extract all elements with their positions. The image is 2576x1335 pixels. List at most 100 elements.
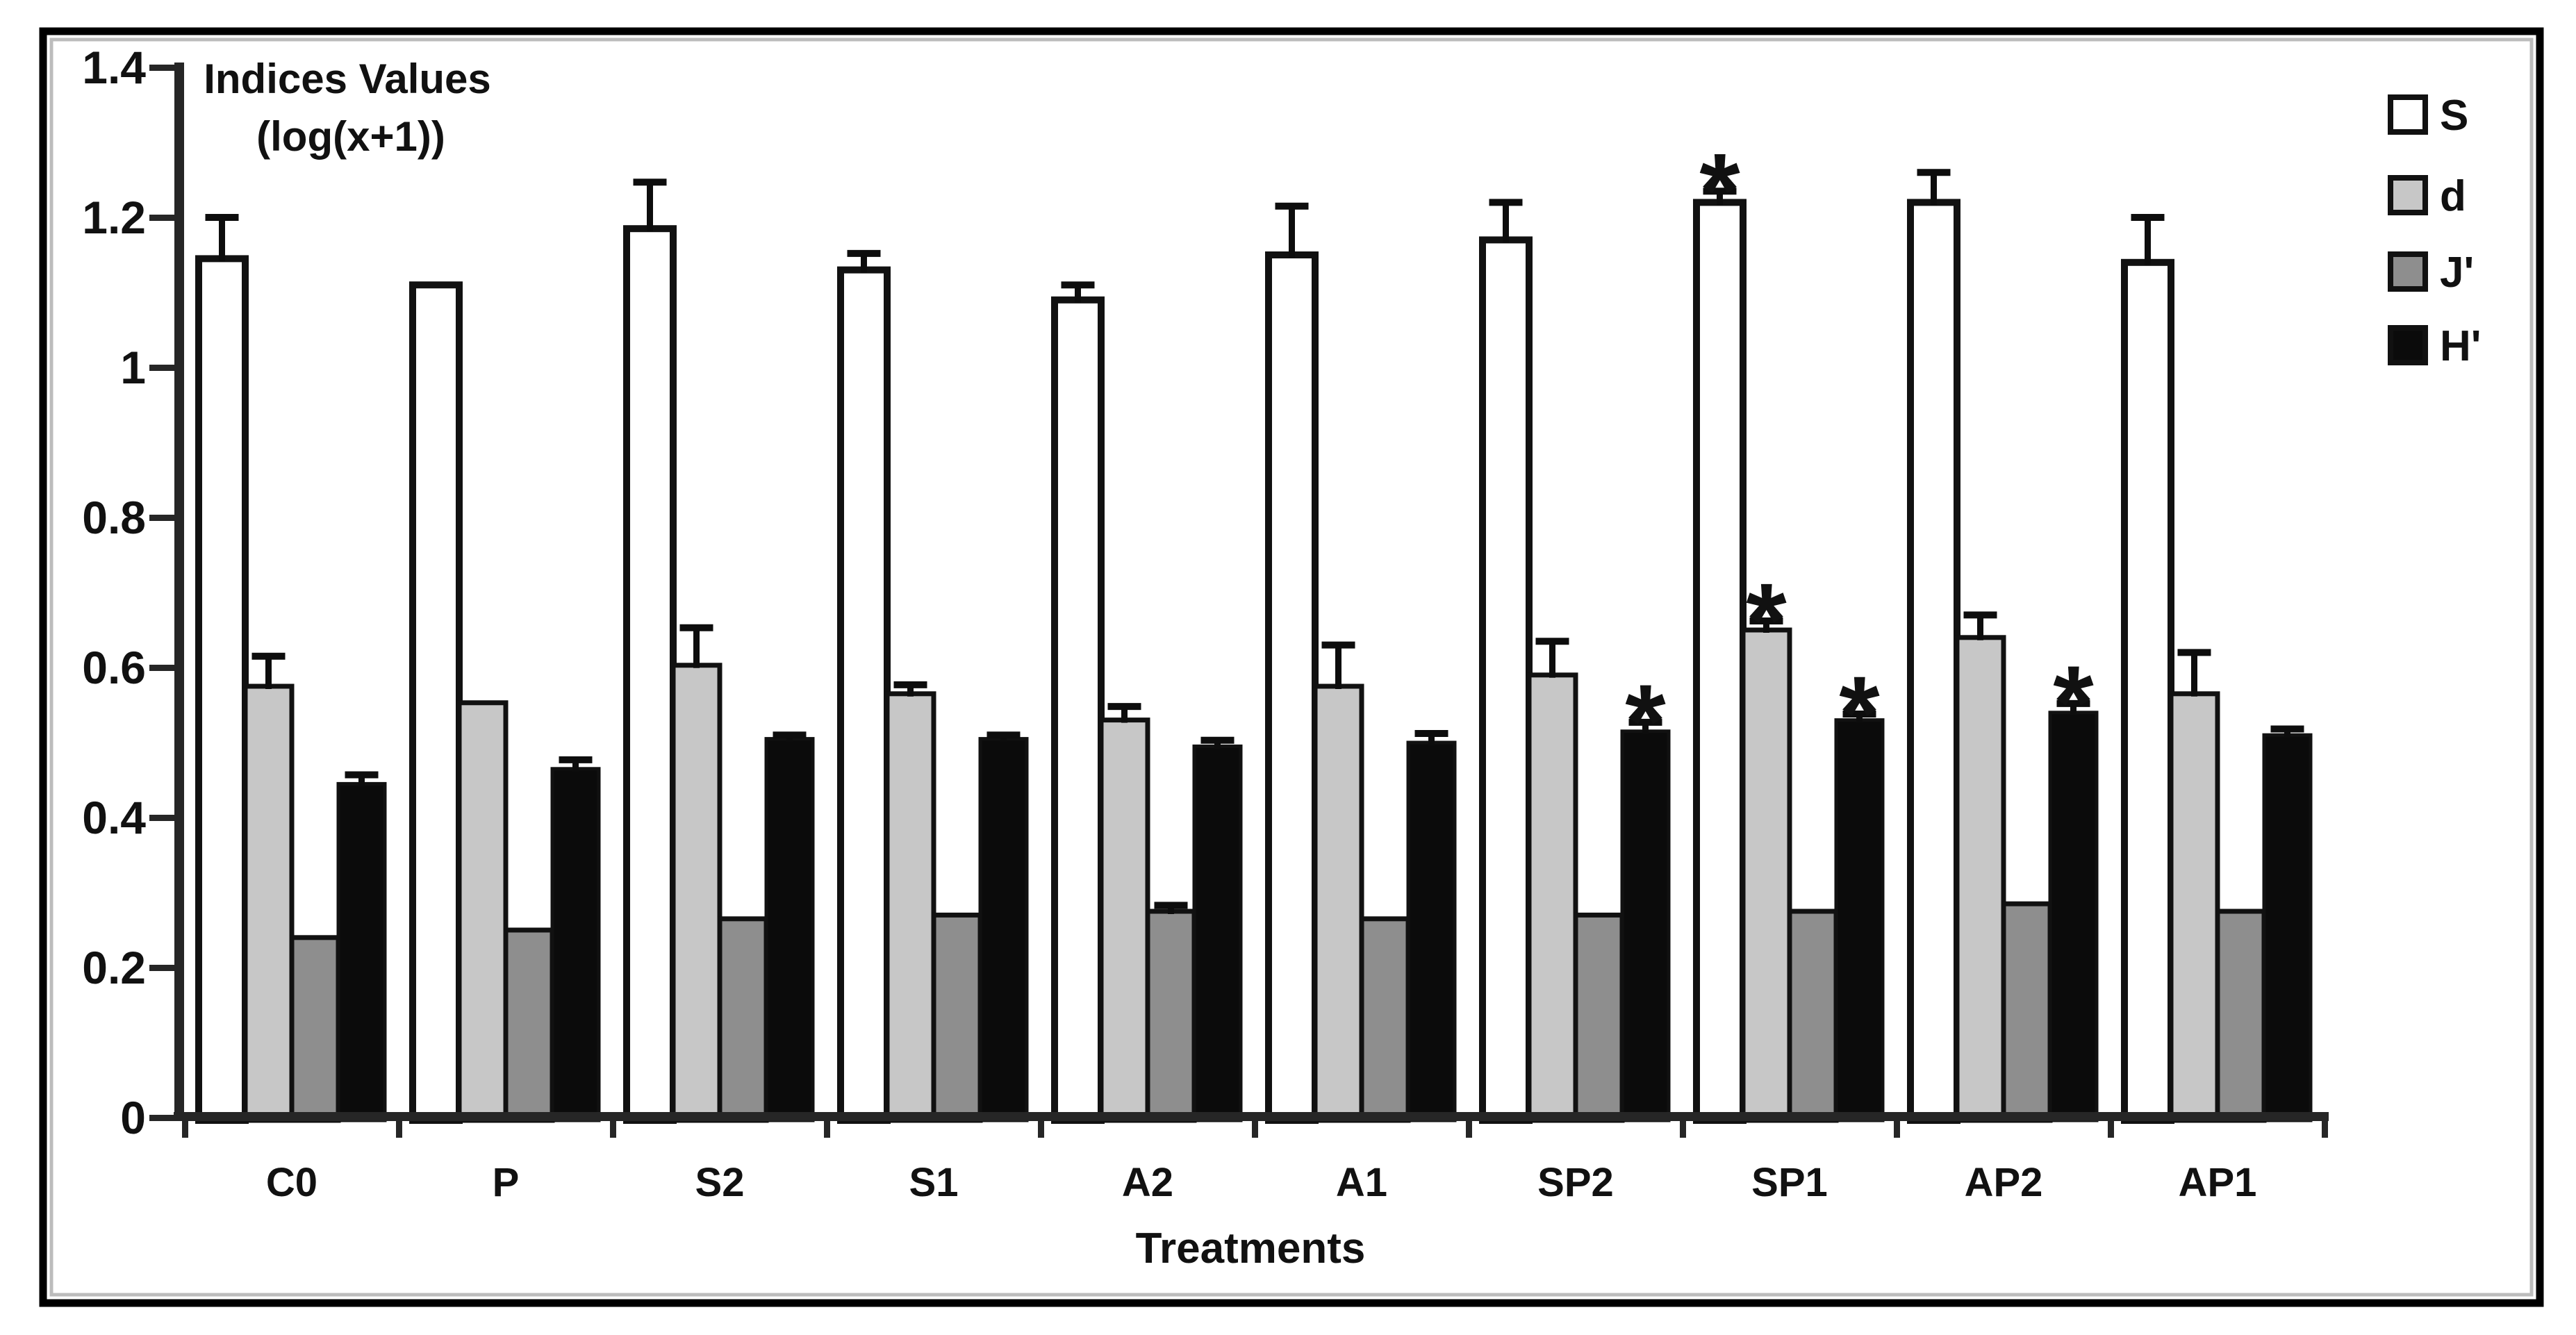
bar-S-A2 <box>1051 296 1105 1124</box>
bar-S-AP1 <box>2121 258 2174 1124</box>
y-tick-label: 1 <box>120 342 146 393</box>
bar-d-AP2 <box>1954 635 2006 1123</box>
y-tick-label: 1.2 <box>82 192 146 243</box>
x-axis-line <box>174 1112 2329 1121</box>
x-axis-tick <box>610 1121 616 1138</box>
x-category-label: AP2 <box>1965 1160 2043 1205</box>
x-category-label: C0 <box>266 1160 317 1205</box>
y-axis-line <box>174 63 184 1121</box>
bar-H'-SP2 <box>1620 729 1671 1122</box>
bar-S-C0 <box>195 255 249 1124</box>
x-axis-tick <box>1680 1121 1686 1138</box>
bar-J'-P <box>503 927 555 1123</box>
x-category-label: AP1 <box>2179 1160 2257 1205</box>
x-axis-tick <box>1894 1121 1900 1138</box>
significance-asterisk-d-SP1: * <box>1746 561 1787 678</box>
y-axis-tick <box>149 965 174 971</box>
x-category-label: SP2 <box>1537 1160 1614 1205</box>
bar-J'-SP2 <box>1573 912 1625 1123</box>
y-tick-label: 0 <box>120 1092 146 1143</box>
bar-J'-AP2 <box>2001 901 2053 1123</box>
bar-J'-S1 <box>931 912 983 1123</box>
bar-J'-A2 <box>1145 909 1197 1123</box>
legend-label-S: S <box>2440 92 2468 140</box>
y-axis-tick <box>149 665 174 671</box>
bar-d-SP2 <box>1526 672 1578 1123</box>
axes-layer <box>149 63 2329 1138</box>
bar-J'-SP1 <box>1787 909 1839 1123</box>
bar-H'-C0 <box>336 781 387 1122</box>
bar-S-P <box>409 281 463 1125</box>
bar-H'-S2 <box>764 737 815 1122</box>
x-category-label: P <box>493 1160 520 1205</box>
x-category-label: A1 <box>1336 1160 1387 1205</box>
bar-H'-A1 <box>1406 740 1457 1122</box>
bar-d-SP1 <box>1740 627 1792 1123</box>
x-axis-tick <box>1038 1121 1044 1138</box>
bar-S-S2 <box>623 225 677 1125</box>
x-category-label: A2 <box>1122 1160 1173 1205</box>
legend-label-J: J' <box>2440 249 2474 297</box>
significance-asterisk-H'-SP1: * <box>1839 654 1880 771</box>
legend-swatch-H' <box>2388 325 2428 365</box>
bar-S-S1 <box>837 266 891 1125</box>
x-axis-tick <box>2108 1121 2114 1138</box>
bar-J'-S2 <box>717 916 769 1123</box>
x-axis-title: Treatments <box>1136 1225 1366 1272</box>
bar-S-AP2 <box>1907 199 1960 1124</box>
bar-d-C0 <box>242 683 295 1123</box>
x-category-label: S1 <box>909 1160 959 1205</box>
y-axis-title-line1: Indices Values <box>204 56 491 102</box>
bar-J'-AP1 <box>2215 909 2267 1123</box>
y-axis-title-line2: (log(x+1)) <box>256 113 445 160</box>
significance-asterisk-H'-SP2: * <box>1625 663 1666 779</box>
legend-label-d: d <box>2440 172 2466 220</box>
y-tick-label: 0.6 <box>82 642 146 693</box>
bar-S-SP2 <box>1479 236 1533 1124</box>
x-axis-tick <box>396 1121 402 1138</box>
y-tick-label: 1.4 <box>82 42 146 93</box>
bar-d-S1 <box>884 691 936 1123</box>
y-tick-label: 0.2 <box>82 942 146 993</box>
significance-asterisk-H'-AP2: * <box>2053 644 2094 761</box>
bar-H'-A2 <box>1192 744 1243 1122</box>
x-axis-tick <box>824 1121 830 1138</box>
bar-J'-A1 <box>1359 916 1411 1123</box>
bar-S-SP1 <box>1693 199 1747 1124</box>
x-category-label: S2 <box>695 1160 745 1205</box>
legend-label-H: H' <box>2440 322 2482 370</box>
y-axis-tick <box>149 65 174 71</box>
bar-H'-AP2 <box>2048 711 2099 1122</box>
y-axis-tick <box>149 515 174 521</box>
bar-H'-P <box>550 767 601 1122</box>
y-axis-tick <box>149 215 174 221</box>
legend-swatch-J' <box>2388 251 2428 292</box>
y-tick-label: 0.4 <box>82 792 146 843</box>
figure-frame-inner-highlight <box>49 38 2534 1297</box>
y-tick-label: 0.8 <box>82 492 146 543</box>
bar-d-P <box>456 700 509 1123</box>
x-axis-tick <box>1466 1121 1472 1138</box>
legend-swatch-S <box>2388 94 2428 135</box>
bar-H'-S1 <box>978 737 1029 1122</box>
legend-swatch-d <box>2388 175 2428 215</box>
x-axis-tick <box>1252 1121 1258 1138</box>
bar-d-AP1 <box>2168 691 2220 1123</box>
bar-H'-SP1 <box>1834 718 1885 1122</box>
marks-layer: * * * * * <box>1625 94 2428 779</box>
x-axis-tick <box>182 1121 188 1138</box>
bar-S-A1 <box>1265 251 1319 1124</box>
y-axis-tick <box>149 1115 174 1121</box>
x-axis-tick <box>2322 1121 2328 1138</box>
bar-d-A1 <box>1312 683 1364 1123</box>
y-axis-tick <box>149 365 174 371</box>
bar-d-A2 <box>1098 718 1150 1123</box>
bar-J'-C0 <box>289 935 341 1123</box>
significance-asterisk-S-SP1: * <box>1699 131 1740 248</box>
bar-H'-AP1 <box>2262 733 2313 1122</box>
y-axis-tick <box>149 815 174 821</box>
x-category-label: SP1 <box>1751 1160 1828 1205</box>
bar-d-S2 <box>670 663 723 1123</box>
